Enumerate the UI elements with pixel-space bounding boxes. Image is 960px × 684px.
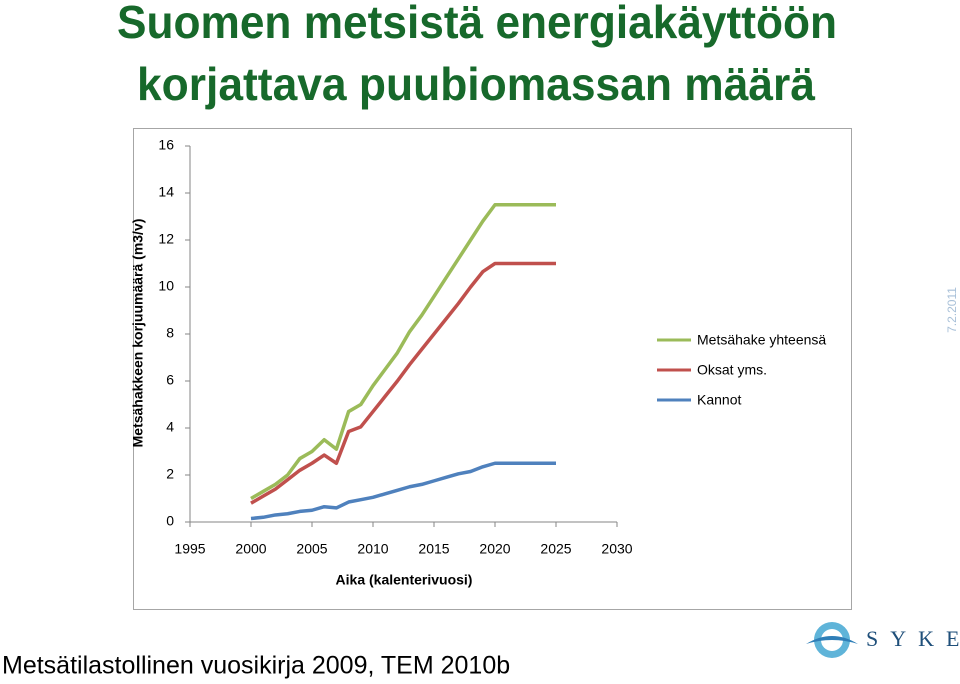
source: Metsätilastollinen vuosikirja 2009, TEM … [2,652,510,680]
y-tick-label: 2 [166,466,174,482]
x-axis-title: Aika (kalenterivuosi) [336,572,473,588]
legend-label: Oksat yms. [697,362,767,378]
logo-wave [806,636,858,644]
y-tick-label: 14 [158,184,174,200]
series-line [250,203,556,501]
legend-label: Metsähake yhteensä [697,332,826,348]
legend-label: Kannot [697,392,741,408]
x-tick-label: 2000 [235,541,266,557]
title-line-2: korjattava puubiomassan määrä [137,58,815,110]
x-tick-label: 2005 [296,541,327,557]
y-tick-label: 6 [166,372,174,388]
series-line [250,461,556,521]
x-tick-label: 1995 [174,541,205,557]
x-tick-label: 2010 [357,541,388,557]
y-tick-label: 10 [158,278,174,294]
title-line-1: Suomen metsistä energiakäyttöön [117,0,837,48]
x-tick-label: 2015 [418,541,449,557]
y-tick-label: 16 [158,137,174,153]
date: 7.2.2011 [945,287,959,333]
series-line [250,261,556,505]
x-tick-label: 2025 [540,541,571,557]
logo-text: SYKE [866,626,960,651]
x-tick-label: 2030 [601,541,632,557]
y-axis-title: Metsähakkeen korjuumäärä (m3/v) [130,219,146,448]
logo: SYKE [806,622,960,658]
y-tick-label: 12 [158,231,174,247]
y-tick-label: 4 [166,419,174,435]
y-tick-label: 8 [166,325,174,341]
y-tick-label: 0 [166,513,174,529]
x-tick-label: 2020 [479,541,510,557]
